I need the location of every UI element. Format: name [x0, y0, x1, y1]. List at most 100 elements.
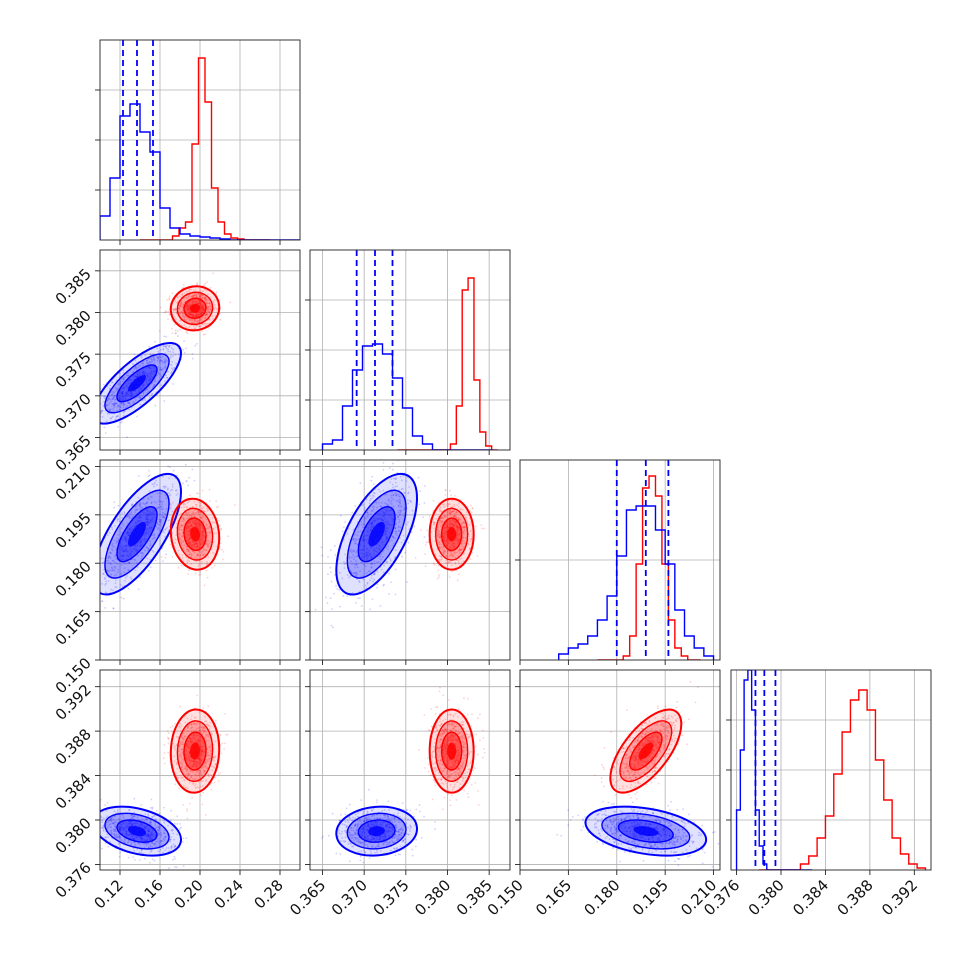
- scatter-point: [196, 542, 198, 545]
- scatter-point: [198, 522, 200, 525]
- scatter-point: [193, 546, 196, 549]
- scatter-point: [394, 568, 397, 571]
- scatter-point: [115, 541, 118, 544]
- scatter-point: [157, 372, 160, 375]
- scatter-point: [128, 561, 131, 564]
- scatter-point: [481, 527, 484, 530]
- scatter-point: [352, 538, 355, 540]
- scatter-point: [112, 390, 114, 393]
- hist-series-b: [597, 475, 701, 660]
- scatter-point: [121, 392, 124, 394]
- scatter-point: [370, 523, 373, 526]
- scatter-point: [186, 290, 189, 293]
- scatter-point: [380, 553, 383, 555]
- scatter-point: [188, 539, 191, 541]
- scatter-point: [202, 514, 205, 516]
- scatter-point: [188, 300, 191, 303]
- scatter-point: [174, 857, 176, 860]
- scatter-point: [194, 313, 197, 316]
- scatter-point: [162, 806, 165, 809]
- scatter-point: [182, 547, 185, 550]
- scatter-point: [370, 520, 373, 523]
- scatter-point: [381, 518, 384, 521]
- scatter-point: [146, 376, 149, 378]
- pair-content: [314, 460, 486, 629]
- scatter-point: [195, 546, 198, 549]
- scatter-point: [147, 521, 150, 524]
- scatter-point: [125, 384, 128, 387]
- scatter-point: [197, 302, 200, 305]
- scatter-point: [195, 313, 198, 316]
- scatter-point: [368, 523, 371, 526]
- scatter-point: [152, 507, 154, 510]
- scatter-point: [138, 395, 141, 398]
- scatter-point: [120, 396, 123, 399]
- scatter-point: [172, 355, 174, 357]
- scatter-point: [194, 512, 197, 515]
- scatter-point: [211, 566, 213, 569]
- scatter-point: [373, 492, 376, 495]
- scatter-point: [369, 494, 372, 497]
- scatter-point: [174, 538, 177, 541]
- scatter-point: [356, 597, 359, 599]
- scatter-point: [192, 541, 195, 544]
- scatter-point: [196, 545, 199, 548]
- scatter-point: [162, 485, 165, 488]
- scatter-point: [120, 558, 123, 561]
- scatter-point: [187, 304, 190, 307]
- scatter-point: [117, 504, 120, 507]
- scatter-point: [150, 514, 152, 516]
- scatter-point: [159, 520, 161, 523]
- scatter-point: [215, 308, 218, 310]
- scatter-point: [191, 505, 194, 508]
- scatter-point: [470, 511, 473, 514]
- scatter-point: [203, 298, 206, 301]
- scatter-point: [187, 539, 189, 542]
- scatter-point: [370, 574, 373, 577]
- scatter-point: [123, 414, 125, 417]
- scatter-point: [188, 529, 191, 532]
- scatter-point: [107, 404, 109, 406]
- scatter-point: [200, 541, 203, 543]
- scatter-point: [379, 490, 382, 493]
- scatter-point: [114, 398, 117, 401]
- scatter-point: [178, 295, 181, 298]
- scatter-point: [125, 539, 128, 542]
- scatter-point: [361, 549, 364, 552]
- scatter-point: [120, 527, 123, 529]
- scatter-point: [203, 307, 205, 310]
- scatter-point: [141, 506, 143, 509]
- scatter-point: [186, 517, 188, 520]
- scatter-point: [142, 391, 145, 394]
- scatter-point: [125, 382, 128, 385]
- scatter-point: [146, 362, 149, 365]
- scatter-point: [367, 551, 369, 554]
- scatter-point: [104, 591, 107, 594]
- scatter-point: [140, 555, 143, 558]
- scatter-point: [108, 395, 110, 398]
- scatter-point: [189, 514, 191, 517]
- scatter-point: [101, 583, 104, 585]
- scatter-point: [327, 556, 329, 558]
- scatter-point: [189, 313, 192, 316]
- scatter-point: [112, 403, 115, 406]
- scatter-point: [175, 312, 178, 315]
- scatter-point: [356, 573, 358, 575]
- scatter-point: [188, 521, 190, 524]
- scatter-point: [150, 519, 153, 522]
- scatter-point: [367, 570, 370, 573]
- scatter-point: [139, 503, 142, 505]
- scatter-point: [352, 538, 355, 541]
- scatter-point: [113, 404, 116, 407]
- scatter-point: [206, 543, 209, 546]
- scatter-point: [428, 515, 431, 518]
- scatter-point: [188, 288, 191, 291]
- scatter-point: [193, 315, 195, 318]
- scatter-point: [335, 584, 337, 587]
- scatter-point: [198, 541, 201, 544]
- scatter-point: [180, 543, 183, 545]
- scatter-point: [384, 540, 387, 543]
- scatter-point: [179, 305, 182, 307]
- scatter-point: [142, 360, 145, 363]
- scatter-point: [438, 574, 440, 577]
